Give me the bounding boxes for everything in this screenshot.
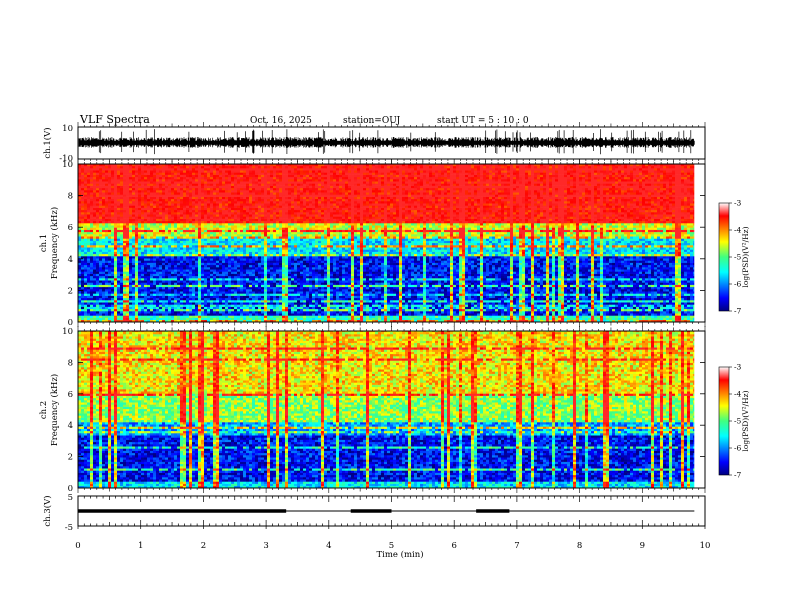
time-axis-tick-label: 5 <box>389 541 394 551</box>
start-time-label: start UT = 5 : 10 : 0 <box>437 116 529 126</box>
ch2-spectrogram-ylabel: Frequency (kHz) <box>49 374 60 446</box>
ch1-colorbar-tick-label: -5 <box>734 253 742 262</box>
station-label: station=OUJ <box>343 116 401 126</box>
ch2-spectrogram-channel-label: ch.2 <box>39 401 49 419</box>
ch2-colorbar-ticks: -3 -4 -5 -6 -7 <box>729 363 742 480</box>
time-axis-tick-label: 0 <box>75 541 80 551</box>
ch1-colorbar-tick-label: -7 <box>734 307 742 316</box>
time-axis-tick-label: 8 <box>577 541 582 551</box>
ch1-ytick-label: 8 <box>68 192 73 202</box>
ch1-ytick-label: 6 <box>68 223 73 233</box>
ch1-yticks: 0 2 4 6 8 10 <box>62 160 705 328</box>
ch1-ytick-top: 10 <box>62 124 73 134</box>
figure-title: VLF Spectra <box>79 113 150 126</box>
time-axis-tick-label: 2 <box>201 541 206 551</box>
ch3-ytick-top: 5 <box>68 493 73 503</box>
time-axis-tick-label: 7 <box>514 541 519 551</box>
ch1-ytick-label: 2 <box>68 286 73 296</box>
ch1-waveform-line <box>78 129 695 155</box>
ch1-colorbar-ticks: -3 -4 -5 -6 -7 <box>729 199 742 316</box>
ch3-waveform-ylabel: ch.3(V) <box>42 495 53 526</box>
time-axis-tick-label: 4 <box>326 541 331 551</box>
ch2-ytick-label: 0 <box>68 484 73 494</box>
ch2-colorbar-label: log(PSD)(V²/Hz) <box>741 390 750 451</box>
time-axis-tick-label: 1 <box>138 541 143 551</box>
ch2-spectrogram-image <box>78 331 705 488</box>
ch1-colorbar-label: log(PSD)(V²/Hz) <box>741 226 750 287</box>
ch1-waveform-trace <box>78 129 695 155</box>
ch2-colorbar-tick-label: -6 <box>734 444 742 453</box>
ch1-spectrogram-ylabel: Frequency (kHz) <box>49 207 60 279</box>
time-axis-ticks: 0 1 2 3 4 5 6 7 8 9 10 <box>75 496 710 551</box>
ch2-colorbar-tick-label: -3 <box>734 363 742 372</box>
ch1-ytick-label: 0 <box>68 318 73 328</box>
ch2-ytick-label: 8 <box>68 358 73 368</box>
ch3-ytick-bottom: -5 <box>65 523 73 533</box>
time-axis-tick-label: 6 <box>451 541 456 551</box>
ch1-waveform-panel: 10 -10 ch.1(V) <box>42 124 706 164</box>
ch1-colorbar-tick-label: -3 <box>734 199 742 208</box>
ch2-colorbar <box>718 366 730 476</box>
ch2-ytick-label: 10 <box>62 327 73 337</box>
panel-minor-ticks <box>77 122 706 493</box>
ch1-ytick-bottom: -10 <box>59 154 73 164</box>
time-axis-tick-label: 9 <box>640 541 645 551</box>
ch1-colorbar-tick-label: -4 <box>734 226 742 235</box>
ch1-colorbar <box>718 202 730 312</box>
ch1-colorbar-tick-label: -6 <box>734 280 742 289</box>
ch2-colorbar-tick-label: -4 <box>734 390 742 399</box>
ch2-ytick-label: 2 <box>68 453 73 463</box>
date-label: Oct. 16, 2025 <box>250 116 312 126</box>
ch2-colorbar-tick-label: -5 <box>734 417 742 426</box>
ch2-yticks: 0 2 4 6 8 10 <box>62 327 705 494</box>
ch1-waveform-ylabel: ch.1(V) <box>42 127 53 158</box>
ch2-ytick-label: 4 <box>68 421 73 431</box>
ch3-waveform-panel: 5 -5 ch.3(V) 0 1 2 3 4 5 6 7 8 9 10 Time (min) <box>42 493 710 560</box>
ch1-ytick-label: 4 <box>68 255 73 265</box>
time-axis-label: Time (min) <box>376 549 423 560</box>
time-axis-tick-label: 10 <box>700 541 711 551</box>
ch1-spectrogram-channel-label: ch.1 <box>39 234 49 252</box>
ch1-spectrogram-image <box>78 164 705 322</box>
ch2-colorbar-tick-label: -7 <box>734 471 742 480</box>
ch1-ytick-label: 10 <box>62 160 73 170</box>
time-axis-tick-label: 3 <box>263 541 268 551</box>
ch2-ytick-label: 6 <box>68 390 73 400</box>
